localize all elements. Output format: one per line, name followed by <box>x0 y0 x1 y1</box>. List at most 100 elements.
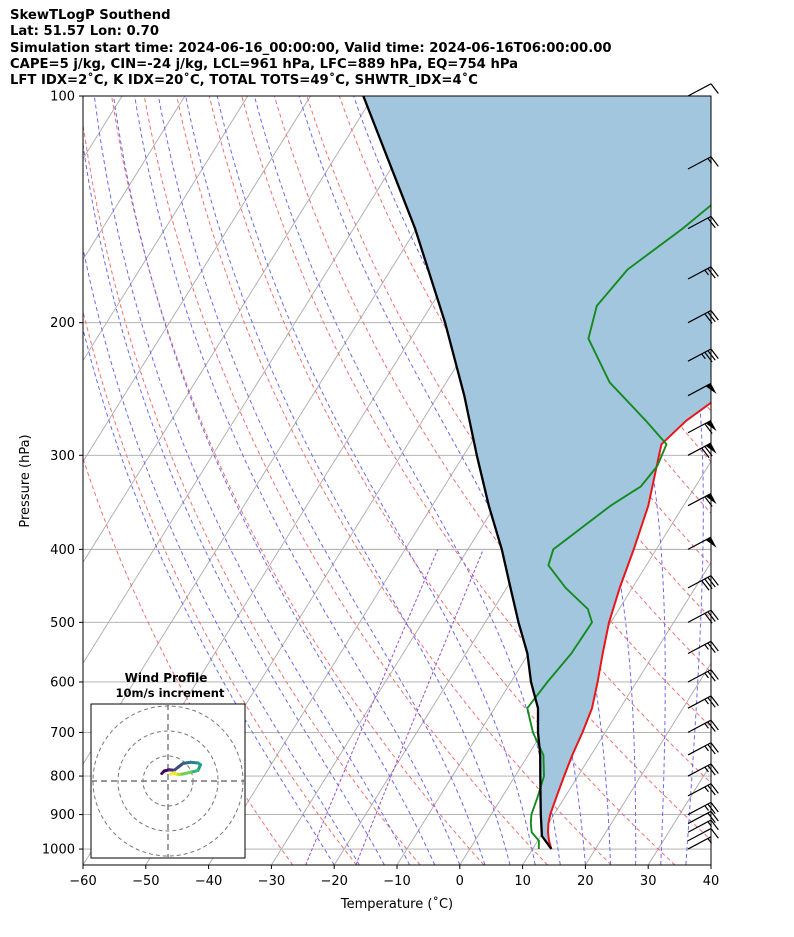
wind-barb <box>687 609 719 624</box>
wind-barb <box>687 828 719 842</box>
wind-barb <box>687 309 719 324</box>
wind-barb-feather <box>701 447 710 459</box>
wind-barb-staff <box>687 801 712 816</box>
wind-barb-half-feather <box>704 672 709 679</box>
wind-barb <box>687 156 719 170</box>
wind-barb-feather <box>704 578 713 589</box>
x-tick-label: 0 <box>456 874 464 889</box>
y-tick-label: 500 <box>50 616 75 631</box>
y-tick-label: 400 <box>50 543 75 558</box>
wind-barb-feather <box>710 348 719 360</box>
wind-barb <box>687 215 719 230</box>
wind-barb-feather <box>710 609 719 621</box>
moist-adiabat-line <box>93 96 411 865</box>
wind-barb-half-feather <box>701 353 706 360</box>
wind-barb-feather <box>710 83 719 94</box>
moist-adiabat-line <box>253 96 561 865</box>
moist-adiabat-line <box>736 96 794 865</box>
isotherm-line <box>83 96 249 362</box>
wind-barb-staff <box>687 492 712 507</box>
hodograph-ring <box>117 730 219 832</box>
wind-barb-feather <box>707 721 716 732</box>
wind-barb <box>687 801 719 816</box>
x-tick-label: −20 <box>320 874 347 889</box>
wind-barb-feather <box>710 640 719 652</box>
isotherm-line <box>83 96 311 463</box>
wind-barb-flag <box>705 443 717 454</box>
wind-barb <box>687 810 719 825</box>
wind-barb-feather <box>710 819 719 831</box>
dry-adiabat-line <box>111 96 485 865</box>
wind-barb-staff <box>687 669 712 683</box>
dry-adiabat-line <box>83 456 294 865</box>
moist-adiabat-line <box>505 96 666 865</box>
x-tick-label: 40 <box>703 874 720 889</box>
x-tick-label: −50 <box>132 874 159 889</box>
moist-adiabat-line <box>420 96 637 865</box>
wind-barb-feather <box>707 671 716 682</box>
wind-barb-feather <box>704 423 713 434</box>
wind-barb-staff <box>687 536 712 550</box>
y-tick-label: 100 <box>50 90 75 105</box>
wind-barb <box>687 695 719 709</box>
wind-barb-half-feather <box>707 821 713 827</box>
wind-barb-staff <box>687 419 712 434</box>
wind-barb-feather <box>710 719 719 731</box>
wind-barb-feather <box>704 446 713 457</box>
wind-barb-feather <box>707 611 716 622</box>
moist-adiabat-line <box>134 96 461 865</box>
dewpoint-line <box>526 203 711 850</box>
wind-barb-half-feather <box>704 723 709 729</box>
wind-barb-half-feather <box>704 786 709 793</box>
cape-stats: CAPE=5 j/kg, CIN=-24 j/kg, LCL=961 hPa, … <box>10 56 519 72</box>
wind-barbs <box>687 83 719 850</box>
wind-barb-staff <box>687 810 712 825</box>
hodograph-segment <box>169 771 176 776</box>
y-axis-label: Pressure (hPa) <box>18 434 33 527</box>
dry-adiabat-line <box>306 96 711 728</box>
wind-barb-half-feather <box>707 838 713 844</box>
wind-barb-feather <box>707 268 716 279</box>
wind-barb-feather <box>707 803 716 815</box>
wind-barb-half-feather <box>704 698 709 705</box>
y-tick-label: 600 <box>50 675 75 690</box>
x-tick-label: −30 <box>258 874 285 889</box>
wind-barb <box>687 783 719 797</box>
wind-barb-staff <box>687 609 712 623</box>
wind-barb-flag <box>705 537 717 548</box>
wind-barb-staff <box>687 215 712 230</box>
wind-barb-feather <box>707 784 716 796</box>
wind-barb <box>687 575 719 591</box>
hodograph: Wind Profile 10m/s increment <box>90 671 246 859</box>
wind-barb-staff <box>687 783 712 797</box>
parcel-line <box>362 96 553 850</box>
wind-barb-flag <box>705 420 717 432</box>
wind-barb-staff <box>687 640 712 655</box>
mixing-ratio-line <box>355 549 484 865</box>
x-tick-label: −40 <box>195 874 222 889</box>
chart-title: SkewTLogP Southend <box>10 8 171 23</box>
wind-barb <box>687 763 719 777</box>
isotherm-line <box>83 96 374 564</box>
wind-barb-staff <box>687 763 712 777</box>
mixing-ratio-line <box>305 549 439 865</box>
wind-barb <box>687 419 717 434</box>
wind-barb-feather <box>707 350 716 361</box>
dry-adiabat-line <box>83 309 357 865</box>
wind-barb-staff <box>687 266 712 280</box>
wind-barb-feather <box>707 765 716 776</box>
wind-barb-feather <box>710 742 719 753</box>
wind-barb-feather <box>704 313 713 324</box>
wind-barb <box>687 742 719 756</box>
wind-barb-staff <box>687 819 712 833</box>
wind-barb-feather <box>707 311 716 323</box>
y-tick-label: 900 <box>50 808 75 823</box>
cape-area <box>363 96 711 849</box>
wind-barb-feather <box>707 576 716 588</box>
moist-adiabat-line <box>611 96 704 865</box>
moist-adiabat-line <box>113 96 436 865</box>
y-tick-label: 1000 <box>42 843 75 858</box>
wind-barb <box>687 640 719 655</box>
dry-adiabat-line <box>143 96 548 865</box>
